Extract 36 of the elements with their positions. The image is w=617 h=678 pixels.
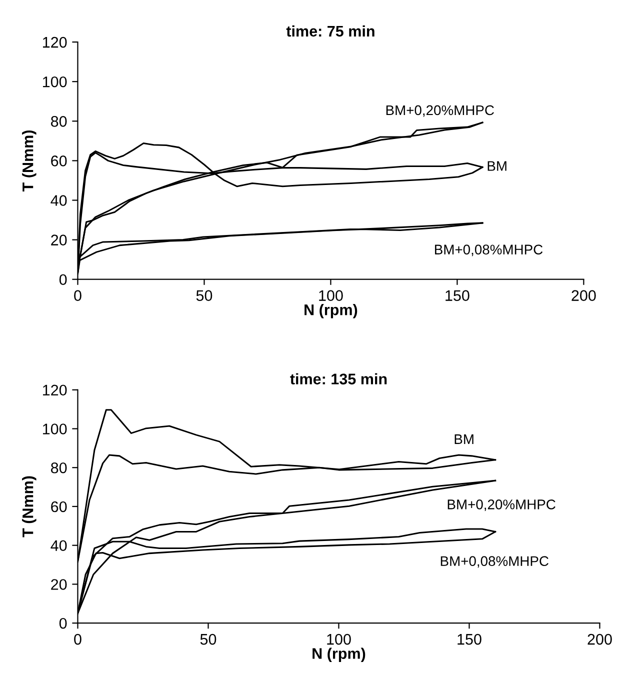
x-tick-label: 50: [200, 634, 216, 645]
chart-title: time: 75 min: [286, 25, 374, 37]
x-axis-title: N (rpm): [304, 304, 358, 318]
x-tick-label: 100: [319, 290, 343, 301]
y-tick-label: 40: [50, 195, 67, 206]
y-tick-label: 60: [51, 501, 67, 512]
x-tick-label: 150: [458, 634, 482, 645]
series-label: BM: [454, 434, 474, 444]
x-tick-label: 50: [196, 290, 212, 301]
x-tick-label: 200: [588, 634, 612, 645]
series-label: BM+0,20%MHPC: [448, 500, 556, 511]
y-axis-title: T (Nmm): [22, 476, 36, 538]
y-tick-label: 20: [51, 579, 67, 590]
chart-title: time: 135 min: [290, 373, 387, 384]
y-tick-label: 80: [50, 462, 67, 474]
y-tick-label: 120: [43, 36, 67, 48]
y-tick-label: 0: [59, 274, 67, 286]
y-tick-label: 100: [43, 76, 67, 88]
x-tick-label: 150: [446, 290, 470, 301]
y-axis-title: T (Nmm): [22, 130, 36, 192]
x-tick-label: 0: [74, 634, 82, 645]
y-tick-label: 100: [43, 424, 67, 434]
series-label: BM+0,08%MHPC: [435, 244, 543, 256]
y-tick-label: 60: [51, 156, 67, 166]
x-tick-label: 200: [572, 290, 596, 301]
series-label: BM+0,08%MHPC: [440, 556, 548, 568]
y-tick-label: 120: [43, 384, 67, 396]
y-tick-label: 80: [50, 116, 67, 127]
x-tick-label: 100: [327, 634, 351, 645]
x-axis-title: N (rpm): [312, 648, 366, 662]
y-tick-label: 40: [50, 540, 67, 552]
y-tick-label: 20: [51, 234, 67, 246]
series-label: BM: [488, 161, 506, 171]
y-tick-label: 0: [59, 618, 67, 629]
x-tick-label: 0: [74, 290, 82, 301]
series-label: BM+0,20%MHPC: [386, 105, 494, 117]
